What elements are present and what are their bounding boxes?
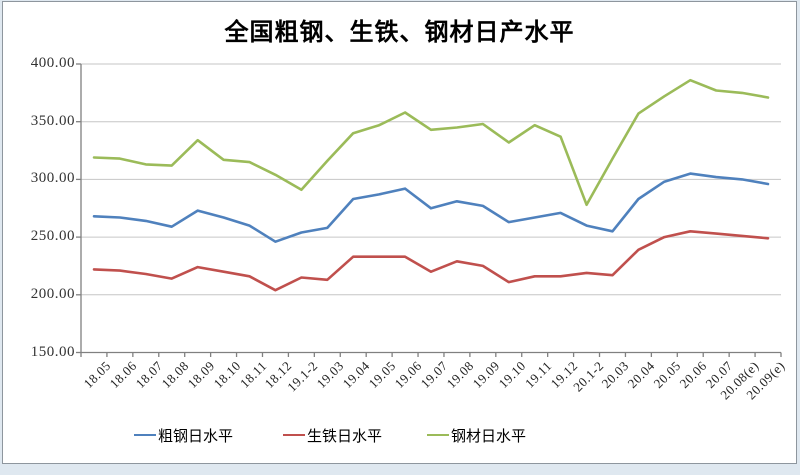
chart-title: 全国粗钢、生铁、钢材日产水平 bbox=[224, 18, 575, 46]
y-axis-tick-label: 400.00 bbox=[30, 55, 75, 71]
chart-frame: 全国粗钢、生铁、钢材日产水平 400.00 350.00 300.00 250.00 2… bbox=[2, 1, 797, 464]
plot-area bbox=[76, 63, 782, 357]
pig-iron-series-line bbox=[92, 230, 770, 292]
crude-steel-series-line bbox=[92, 172, 770, 243]
y-axis-tick-label: 150.00 bbox=[30, 343, 75, 360]
y-axis-tick-label: 200.00 bbox=[30, 285, 75, 302]
y-axis-tick-label: 300.00 bbox=[30, 170, 75, 187]
steel-products-series-line bbox=[92, 78, 770, 207]
y-axis-tick-label: 250.00 bbox=[30, 228, 75, 245]
y-axis-tick-label: 350.00 bbox=[30, 112, 75, 129]
